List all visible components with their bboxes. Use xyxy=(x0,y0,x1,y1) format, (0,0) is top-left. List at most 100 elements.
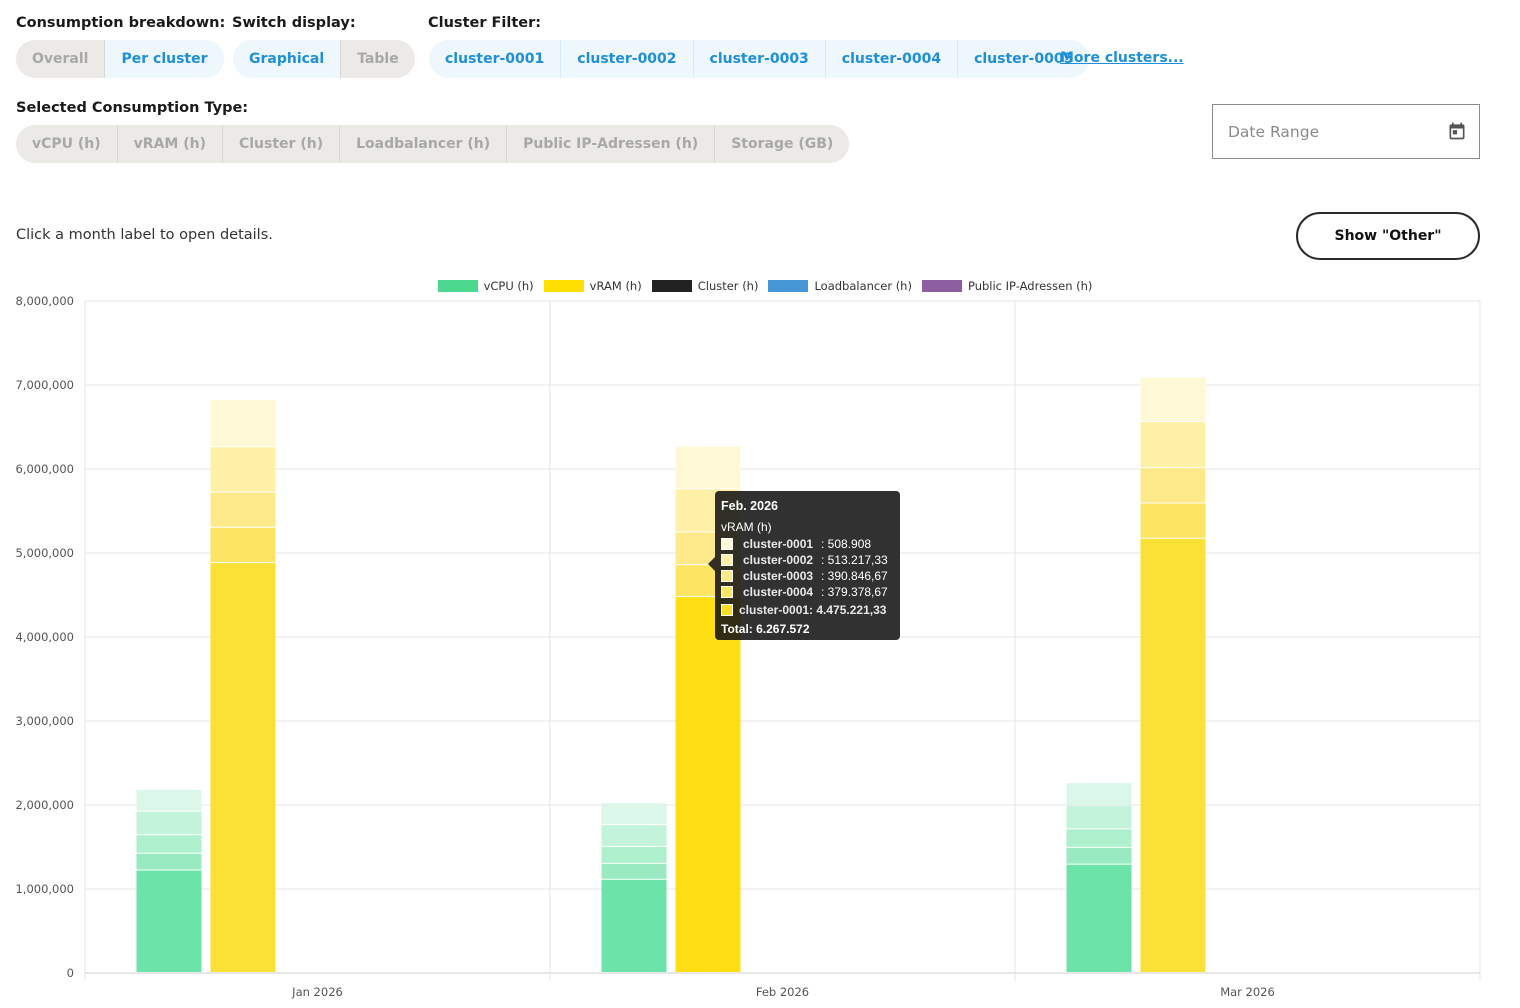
tooltip-swatch xyxy=(721,538,733,550)
breakdown-per-cluster-button[interactable]: Per cluster xyxy=(104,40,224,78)
cluster-filter-group: cluster-0001 cluster-0002 cluster-0003 c… xyxy=(429,40,1090,78)
bar-segment xyxy=(1140,468,1206,503)
type-vcpu-button[interactable]: vCPU (h) xyxy=(32,136,101,152)
legend-item-vcpu[interactable]: vCPU (h) xyxy=(437,279,534,293)
tooltip-subtitle: vRAM (h) xyxy=(721,520,772,534)
legend-swatch-cluster xyxy=(651,280,692,292)
tooltip-row-name: cluster-0001 xyxy=(743,537,814,551)
legend-item-vram[interactable]: vRAM (h) xyxy=(543,279,642,293)
bar-segment xyxy=(601,863,667,879)
chart-hint-text: Click a month label to open details. xyxy=(16,227,273,243)
tooltip-swatch xyxy=(721,570,733,582)
bar-segment xyxy=(601,879,667,972)
tooltip-row: cluster-0004 : 379.378,67 xyxy=(721,584,888,600)
tooltip-row-value: : 379.378,67 xyxy=(821,585,888,599)
tooltip-row-name: cluster-0004 xyxy=(743,585,814,599)
bar-segment xyxy=(136,789,202,811)
legend-label-public-ip: Public IP-Adressen (h) xyxy=(967,279,1093,293)
date-range-field xyxy=(1212,104,1480,159)
tooltip-total: Total: 6.267.572 xyxy=(721,622,810,636)
bar-segment xyxy=(1066,805,1132,829)
legend-item-public-ip[interactable]: Public IP-Adressen (h) xyxy=(921,279,1093,293)
y-tick-label: 5,000,000 xyxy=(15,546,74,560)
legend-label-vram: vRAM (h) xyxy=(589,279,642,293)
date-range-input[interactable] xyxy=(1213,105,1433,158)
legend-swatch-vcpu xyxy=(437,280,478,292)
y-tick-label: 2,000,000 xyxy=(15,798,74,812)
bar-segment xyxy=(601,825,667,846)
y-tick-label: 1,000,000 xyxy=(15,882,74,896)
bar-segment xyxy=(1066,864,1132,972)
display-table-button[interactable]: Table xyxy=(340,40,415,78)
breakdown-overall-button[interactable]: Overall xyxy=(32,51,89,67)
type-public-ip-button[interactable]: Public IP-Adressen (h) xyxy=(506,125,714,163)
tooltip-swatch xyxy=(721,604,733,616)
bar-segment xyxy=(1140,377,1206,421)
chart-legend: vCPU (h) vRAM (h) Cluster (h) Loadbalanc… xyxy=(0,279,1520,293)
y-tick-label: 0 xyxy=(67,966,74,980)
display-graphical-button[interactable]: Graphical xyxy=(233,40,341,78)
bar-segment xyxy=(601,847,667,863)
tooltip-row: cluster-0003 : 390.846,67 xyxy=(721,568,888,584)
display-label: Switch display: xyxy=(232,15,356,31)
y-tick-label: 8,000,000 xyxy=(15,294,74,308)
consumption-type-group: vCPU (h) vRAM (h) Cluster (h) Loadbalanc… xyxy=(16,125,850,163)
more-clusters-link[interactable]: More clusters... xyxy=(1060,50,1184,66)
cluster-filter-0004[interactable]: cluster-0004 xyxy=(824,40,957,78)
bar-segment xyxy=(601,803,667,825)
breakdown-label: Consumption breakdown: xyxy=(16,15,226,31)
bar-segment xyxy=(136,811,202,835)
bar-segment xyxy=(1066,783,1132,805)
bar-segment xyxy=(675,597,741,972)
bar-segment xyxy=(210,447,276,492)
chart-tooltip: Feb. 2026 vRAM (h) cluster-0001 : 508.90… xyxy=(708,491,900,640)
type-vram-button[interactable]: vRAM (h) xyxy=(116,125,222,163)
legend-item-loadbalancer[interactable]: Loadbalancer (h) xyxy=(768,279,912,293)
tooltip-row-name: cluster-0003 xyxy=(743,569,814,583)
x-tick-label[interactable]: Mar 2026 xyxy=(1220,985,1275,999)
legend-swatch-loadbalancer xyxy=(768,280,809,292)
tooltip-caret xyxy=(708,557,715,571)
tooltip-row: cluster-0002 : 513.217,33 xyxy=(721,552,888,568)
x-tick-label[interactable]: Jan 2026 xyxy=(291,985,343,999)
tooltip-row: cluster-0001: 4.475.221,33 xyxy=(721,602,886,618)
legend-item-cluster[interactable]: Cluster (h) xyxy=(651,279,759,293)
bar-segment xyxy=(210,527,276,563)
legend-swatch-public-ip xyxy=(921,280,962,292)
legend-label-vcpu: vCPU (h) xyxy=(483,279,534,293)
bar-segment xyxy=(136,835,202,853)
type-cluster-button[interactable]: Cluster (h) xyxy=(221,125,339,163)
cluster-filter-label: Cluster Filter: xyxy=(428,15,542,31)
tooltip-swatch xyxy=(721,554,733,566)
bar-segment xyxy=(136,870,202,972)
tooltip-row-value: : 508.908 xyxy=(821,537,872,551)
bar-segment xyxy=(1140,503,1206,538)
show-other-button[interactable]: Show "Other" xyxy=(1296,212,1480,260)
tooltip-title: Feb. 2026 xyxy=(721,499,778,513)
bar-segment xyxy=(1066,847,1132,864)
tooltip-row-value: : 513.217,33 xyxy=(821,553,888,567)
legend-label-cluster: Cluster (h) xyxy=(697,279,759,293)
cluster-filter-0005[interactable]: cluster-0005 xyxy=(957,40,1089,78)
bar-segment xyxy=(1140,421,1206,468)
type-loadbalancer-button[interactable]: Loadbalancer (h) xyxy=(339,125,506,163)
y-tick-label: 3,000,000 xyxy=(15,714,74,728)
legend-label-loadbalancer: Loadbalancer (h) xyxy=(814,279,912,293)
type-storage-button[interactable]: Storage (GB) xyxy=(714,125,849,163)
cluster-filter-0002[interactable]: cluster-0002 xyxy=(560,40,692,78)
tooltip-row-value: : 390.846,67 xyxy=(821,569,888,583)
breakdown-toggle: Overall Per cluster xyxy=(16,40,224,78)
consumption-type-label: Selected Consumption Type: xyxy=(16,100,249,116)
tooltip-row: cluster-0001 : 508.908 xyxy=(721,536,871,552)
bar-segment xyxy=(136,853,202,870)
tooltip-row-name: cluster-0002 xyxy=(743,553,814,567)
cluster-filter-0001[interactable]: cluster-0001 xyxy=(445,51,545,67)
legend-swatch-vram xyxy=(543,280,584,292)
tooltip-swatch xyxy=(721,586,733,598)
bar-segment xyxy=(675,446,741,489)
calendar-icon[interactable] xyxy=(1447,121,1467,141)
bar-segment xyxy=(210,492,276,527)
x-tick-label[interactable]: Feb 2026 xyxy=(756,985,809,999)
cluster-filter-0003[interactable]: cluster-0003 xyxy=(692,40,825,78)
